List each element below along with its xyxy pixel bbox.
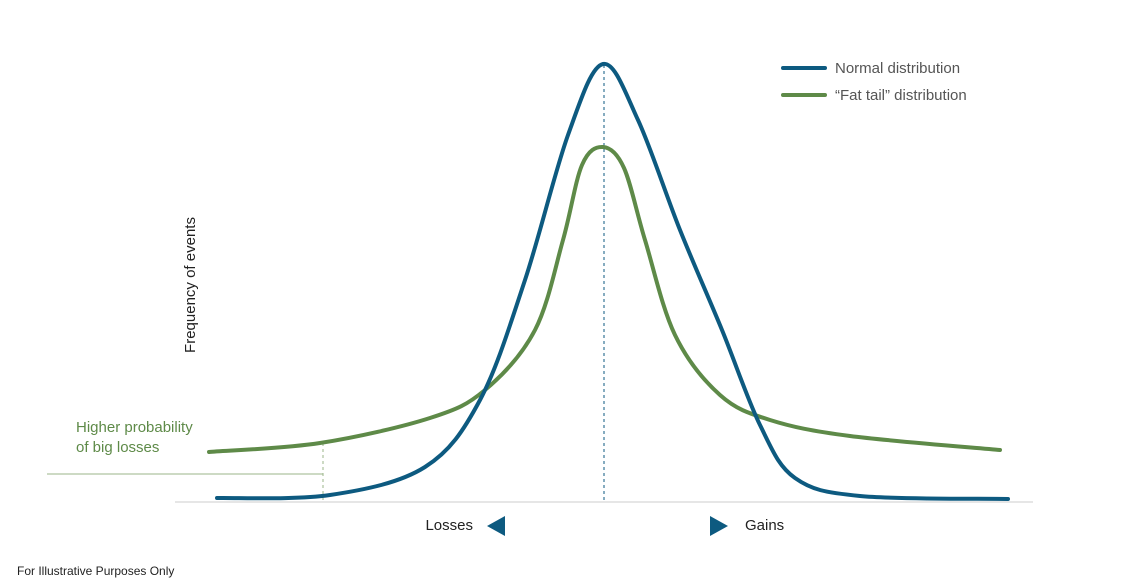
- annotation: of big losses: [76, 439, 159, 456]
- y-axis-label: Frequency of events: [182, 217, 199, 353]
- fat-tail-curve: [207, 144, 1002, 454]
- footnote: For Illustrative Purposes Only: [17, 564, 174, 578]
- legend-label: Normal distribution: [835, 60, 960, 77]
- annotation: Higher probability: [76, 419, 193, 436]
- legend-label: “Fat tail” distribution: [835, 87, 967, 104]
- right-arrow: [710, 516, 728, 536]
- x-left-label: Losses: [425, 517, 473, 534]
- x-right-label: Gains: [745, 517, 784, 534]
- left-arrow: [487, 516, 505, 536]
- normal-curve: [215, 62, 1010, 501]
